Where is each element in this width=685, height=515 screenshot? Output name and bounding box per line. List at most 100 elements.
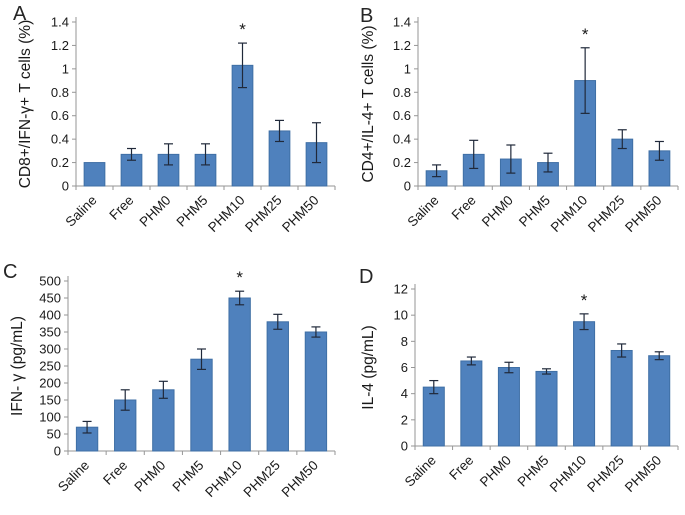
error-bar (158, 380, 168, 399)
y-tick-label: 10 (394, 308, 408, 323)
error-bar (432, 164, 442, 178)
error-bar (127, 147, 136, 161)
y-axis-title: IFN- γ (pg/mL) (9, 316, 26, 416)
bar-group-PHM10 (228, 290, 251, 452)
error-bar (82, 420, 92, 434)
y-tick-label: 50 (47, 427, 61, 442)
x-tick-label: Free (449, 193, 479, 223)
y-tick-label: 4 (401, 386, 408, 401)
panel-a-letter: A (13, 3, 27, 25)
x-tick-label: PHM0 (477, 453, 514, 490)
x-tick-label: PHM0 (479, 193, 516, 230)
x-tick-label: PHM50 (279, 458, 321, 500)
y-tick-label: 8 (401, 334, 408, 349)
x-tick-label: Free (100, 458, 130, 488)
bar-group-Free (462, 139, 485, 187)
y-tick-label: 0.2 (393, 155, 411, 170)
bar (304, 331, 328, 452)
error-bar (275, 119, 284, 143)
bar-group-PHM5 (537, 152, 559, 187)
bar-group-PHM0 (499, 144, 522, 187)
bar-group-PHM25 (610, 343, 633, 447)
y-tick-label: 2 (401, 412, 408, 427)
bar-group-Saline (425, 164, 448, 187)
bar-group-PHM5 (190, 348, 213, 452)
error-bar (654, 351, 664, 361)
y-tick-label: 100 (39, 410, 61, 425)
error-bar (469, 139, 479, 170)
bar (422, 386, 445, 447)
panel-b-letter: B (360, 5, 374, 27)
error-bar (506, 144, 516, 174)
bar-group-PHM50 (648, 140, 671, 187)
x-tick-label: PHM50 (622, 453, 664, 495)
error-bar (238, 42, 247, 89)
bar (228, 297, 251, 452)
bar-group-Saline (75, 420, 99, 452)
x-tick-label: Saline (62, 193, 99, 230)
bar-group-Saline (422, 379, 445, 447)
x-tick-label: Saline (402, 453, 439, 490)
y-tick-label: 1 (404, 61, 411, 76)
bar-group-PHM50 (304, 326, 328, 452)
y-tick-label: 1.4 (51, 15, 69, 30)
bar-group-PHM25 (266, 313, 289, 452)
x-tick-label: PHM25 (242, 193, 284, 235)
bar-group-PHM25 (611, 129, 634, 187)
bar-group-PHM50 (305, 122, 328, 187)
x-tick-label: Free (106, 193, 136, 223)
panel-c-letter: C (3, 261, 18, 283)
bar (497, 367, 520, 447)
y-tick-label: 1 (62, 61, 69, 76)
x-tick-label: PHM50 (279, 193, 321, 235)
error-bar (201, 143, 210, 166)
bar-group-Saline (83, 162, 106, 187)
error-bar (273, 313, 283, 330)
bar-group-PHM10 (231, 42, 254, 187)
y-tick-label: 1.4 (393, 15, 411, 30)
bar-group-Free (120, 147, 143, 187)
bar-group-PHM25 (268, 119, 291, 187)
bar (535, 370, 558, 447)
y-tick-label: 0.8 (393, 85, 411, 100)
panel-d-letter: D (359, 266, 374, 288)
error-bar (197, 348, 206, 371)
bar-group-PHM50 (648, 351, 671, 447)
y-tick-label: 0 (401, 439, 408, 454)
y-tick-label: 1.2 (393, 38, 411, 53)
y-tick-label: 350 (39, 325, 61, 340)
error-bar (617, 129, 627, 150)
x-tick-label: PHM0 (131, 458, 168, 495)
bar-group-PHM0 (157, 143, 180, 187)
y-tick-label: 400 (39, 308, 61, 323)
x-tick-label: PHM10 (547, 453, 589, 495)
error-bar (120, 389, 130, 411)
error-bar (466, 356, 476, 366)
x-tick-label: PHM5 (169, 458, 206, 495)
y-tick-label: 0.8 (51, 85, 69, 100)
error-bar (504, 361, 514, 374)
x-tick-label: PHM10 (205, 193, 247, 235)
bar (460, 360, 483, 447)
panel-c-chart: 0 50 100 150 200 250 300 350 400 450 500 Saline Free… (9, 268, 336, 500)
error-bar (311, 326, 321, 338)
y-tick-label: 0 (62, 179, 69, 194)
y-tick-label: 200 (39, 376, 61, 391)
y-tick-label: 500 (39, 274, 61, 289)
bar-group-PHM0 (497, 361, 520, 447)
y-tick-label: 0.2 (51, 155, 69, 170)
y-axis-title: CD4+/IL-4+ T cells (%) (360, 25, 377, 182)
y-tick-label: 450 (39, 291, 61, 306)
x-tick-label: Free (446, 453, 476, 483)
error-bar (542, 368, 551, 375)
y-tick-label: 0 (404, 179, 411, 194)
bar (190, 358, 213, 452)
bar-group-PHM5 (535, 368, 558, 447)
x-tick-label: Saline (55, 458, 92, 495)
bar-group-Free (460, 356, 483, 447)
error-bar (235, 290, 245, 306)
x-tick-label: PHM10 (548, 193, 590, 235)
